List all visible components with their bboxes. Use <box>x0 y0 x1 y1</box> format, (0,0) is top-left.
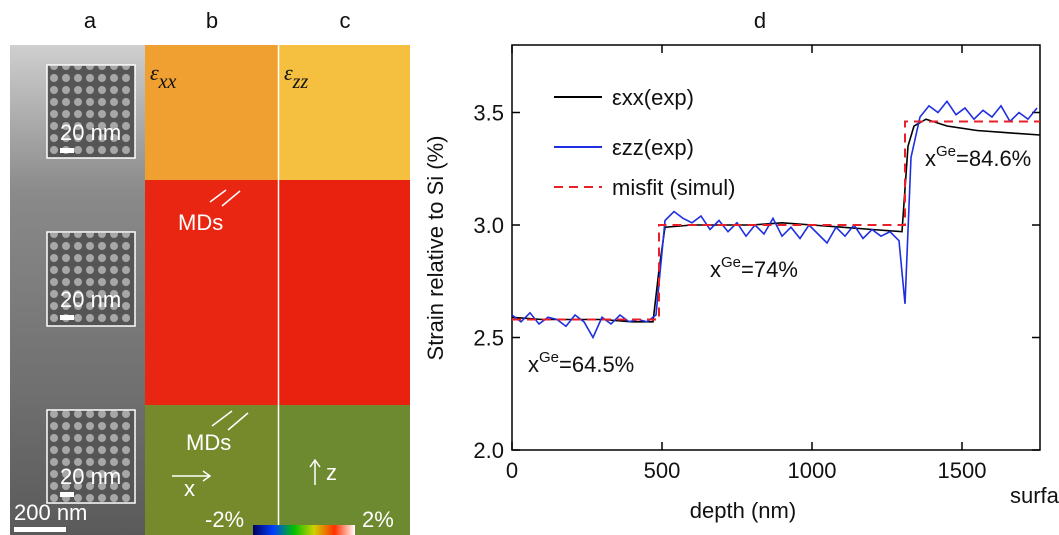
y-tick-label: 2.5 <box>473 326 504 351</box>
axis-arrow-label: x <box>184 476 195 501</box>
y-axis-label: Strain relative to Si (%) <box>423 136 448 361</box>
legend-label: εxx(exp) <box>612 85 694 110</box>
panel-label: b <box>206 8 218 33</box>
panel-images <box>10 45 410 535</box>
series-line <box>512 120 1040 321</box>
x-tick-label: 1500 <box>938 458 987 483</box>
colorbar-label: -2% <box>205 507 244 532</box>
colorbar-label: 2% <box>362 507 394 532</box>
annotation-text: =64.5% <box>559 352 634 377</box>
x-tick-label: 1000 <box>788 458 837 483</box>
mds-label: MDs <box>186 430 231 455</box>
legend-label: εzz(exp) <box>612 135 694 160</box>
x-axis-label: depth (nm) <box>690 498 796 523</box>
annotation-sup: Ge <box>539 349 559 366</box>
y-tick-label: 3.0 <box>473 213 504 238</box>
inset-scale: 20 nm <box>60 464 121 489</box>
annotation-text: =74% <box>741 257 798 282</box>
inset-scale: 20 nm <box>60 287 121 312</box>
annotation: xGe=84.6% <box>925 143 1031 171</box>
mds-label: MDs <box>178 210 223 235</box>
inset-scale: 20 nm <box>60 120 121 145</box>
annotation: xGe=74% <box>710 254 798 282</box>
x-end-label: surface <box>1010 483 1059 508</box>
x-tick-label: 0 <box>506 458 518 483</box>
annotation: xGe=64.5% <box>528 349 634 377</box>
y-tick-label: 2.0 <box>473 438 504 463</box>
legend-label: misfit (simul) <box>612 175 735 200</box>
panel-label: c <box>340 8 351 33</box>
panel-label: d <box>754 8 766 33</box>
plot-frame <box>511 44 1041 451</box>
series-line <box>511 99 1038 340</box>
strain-symbol: εxx <box>150 60 177 93</box>
annotation-text: =84.6% <box>956 146 1031 171</box>
annotation-base: x <box>528 352 539 377</box>
x-tick-label: 500 <box>644 458 681 483</box>
panel-texts: a b c d 20 nm 20 nm 20 nm 200 nm εxx εzz… <box>14 8 766 532</box>
y-tick-label: 3.5 <box>473 101 504 126</box>
strain-symbol: εzz <box>284 60 308 93</box>
axis-arrow-label: z <box>326 460 337 485</box>
annotation-base: x <box>710 257 721 282</box>
annotation-sup: Ge <box>936 143 956 160</box>
plot: 2.0 2.5 3.0 3.5 0 500 1000 1500 εxx(exp) εzz(exp)… <box>473 45 1041 483</box>
annotation-base: x <box>925 146 936 171</box>
panel-label: a <box>84 8 97 33</box>
scale-bar-label: 200 nm <box>14 500 87 525</box>
annotation-sup: Ge <box>721 254 741 271</box>
